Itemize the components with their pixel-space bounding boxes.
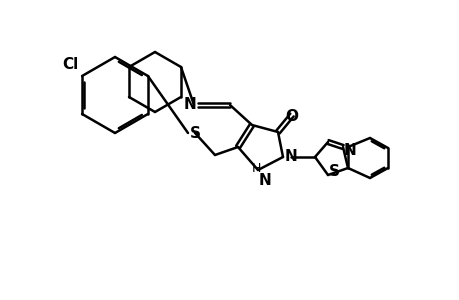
Text: S: S [190, 125, 201, 140]
Text: H: H [251, 162, 260, 175]
Text: N: N [183, 97, 196, 112]
Text: N: N [258, 173, 271, 188]
Text: N: N [343, 143, 356, 158]
Text: N: N [285, 148, 297, 164]
Text: Cl: Cl [62, 57, 78, 72]
Text: O: O [285, 109, 298, 124]
Text: S: S [328, 164, 339, 179]
